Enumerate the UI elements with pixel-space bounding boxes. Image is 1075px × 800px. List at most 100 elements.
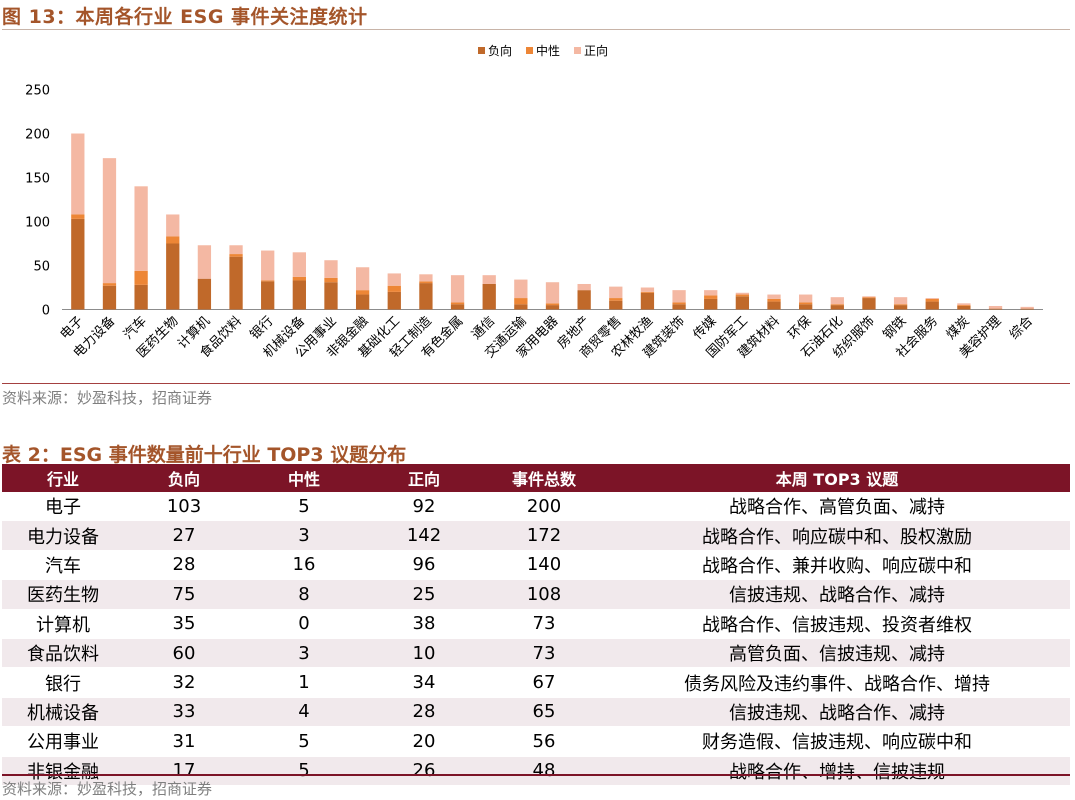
table-source: 资料来源：妙盈科技，招商证券	[2, 780, 213, 798]
bar-segment-positive	[957, 303, 971, 306]
bar-segment-positive	[545, 282, 560, 304]
cell-industry: 汽车	[45, 555, 81, 577]
cell-negative: 103	[166, 495, 202, 517]
y-tick-label: 100	[25, 216, 50, 231]
cell-negative: 32	[172, 672, 196, 694]
bar-segment-negative	[925, 301, 939, 310]
table-header: 行业 负向 中性 正向 事件总数 本周 TOP3 议题	[2, 464, 1070, 492]
bar-segment-positive	[514, 279, 528, 299]
bar-segment-positive	[261, 250, 275, 281]
bar-segment-positive	[577, 283, 591, 291]
top3-topics-table: 行业 负向 中性 正向 事件总数 本周 TOP3 议题 电子 103 5 92 200 战…	[2, 464, 1070, 786]
bar-segment-neutral	[735, 294, 750, 297]
cell-positive: 96	[412, 554, 436, 576]
bar-segment-negative	[893, 305, 908, 310]
cell-industry: 食品饮料	[27, 644, 99, 666]
cell-total: 73	[532, 613, 556, 635]
cell-industry: 银行	[45, 673, 81, 695]
cell-positive: 142	[406, 525, 442, 547]
bar-segment-positive	[482, 275, 496, 284]
bar-segment-negative	[324, 282, 338, 310]
cell-industry: 医药生物	[27, 585, 99, 607]
bar-segment-positive	[387, 273, 401, 286]
bar-segment-negative	[355, 294, 370, 310]
bar-segment-negative	[71, 218, 85, 310]
table-row: 计算机 35 0 38 73 战略合作、信披违规、投资者维权	[2, 610, 1070, 639]
bar-segment-positive	[672, 290, 686, 303]
cell-positive: 28	[412, 701, 436, 723]
bar-segment-negative	[197, 278, 212, 310]
cell-neutral: 8	[298, 583, 310, 605]
legend-swatch	[526, 47, 533, 54]
cell-total: 200	[526, 495, 562, 517]
table-bottom-rule	[2, 774, 1070, 776]
cell-industry: 计算机	[36, 614, 90, 636]
cell-negative: 60	[172, 642, 196, 664]
y-tick-label: 150	[25, 172, 50, 187]
bar-segment-neutral	[704, 295, 718, 299]
legend-swatch	[478, 47, 485, 54]
cell-industry: 公用事业	[27, 732, 99, 754]
cell-neutral: 4	[298, 701, 310, 723]
y-tick-label: 200	[25, 128, 50, 143]
bar-segment-neutral	[609, 298, 623, 301]
bar-segment-positive	[862, 296, 876, 298]
legend-swatch	[574, 47, 581, 54]
bar-segment-neutral	[893, 304, 908, 306]
table-row: 电子 103 5 92 200 战略合作、高管负面、减持	[2, 492, 1070, 522]
bar-segment-negative	[640, 292, 655, 310]
bar-segment-positive	[640, 287, 655, 292]
bar-segment-negative	[988, 308, 1003, 310]
bar-segment-negative	[735, 296, 750, 310]
header-topics: 本周 TOP3 议题	[775, 470, 899, 489]
y-tick-label: 250	[25, 84, 50, 99]
cell-neutral: 5	[298, 495, 310, 517]
bar-segment-negative	[387, 291, 401, 310]
bar-segment-positive	[419, 274, 433, 282]
bar-segment-neutral	[957, 305, 971, 306]
bar-segment-neutral	[925, 298, 939, 302]
cell-topics: 信披违规、战略合作、减持	[729, 585, 945, 607]
bar-segment-positive	[830, 297, 844, 305]
figure-source: 资料来源：妙盈科技，招商证券	[2, 389, 213, 407]
cell-neutral: 1	[298, 672, 310, 694]
bar-segment-neutral	[830, 304, 844, 306]
header-negative: 负向	[167, 470, 200, 489]
cell-positive: 26	[412, 760, 436, 782]
cell-total: 73	[532, 642, 556, 664]
bar-segment-negative	[419, 283, 433, 310]
bar-segment-positive	[767, 294, 781, 299]
bar-segment-positive	[925, 298, 939, 299]
cell-positive: 34	[412, 672, 436, 694]
bar-segment-neutral	[514, 298, 528, 305]
cell-neutral: 5	[298, 730, 310, 752]
cell-neutral: 16	[292, 554, 316, 576]
legend-label: 负向	[488, 43, 512, 58]
header-neutral: 中性	[287, 470, 320, 489]
cell-total: 172	[526, 525, 562, 547]
bar-segment-negative	[957, 305, 971, 310]
cell-topics: 战略合作、高管负面、减持	[729, 497, 945, 519]
bar-segment-neutral	[767, 298, 781, 302]
cell-topics: 战略合作、响应碳中和、股权激励	[702, 526, 972, 548]
cell-positive: 38	[412, 613, 436, 635]
cell-topics: 战略合作、信披违规、投资者维权	[702, 614, 972, 636]
bar-segment-negative	[799, 304, 813, 310]
table-row: 非银金融 17 5 26 48 战略合作、增持、信披违规	[2, 756, 1070, 786]
title-divider	[2, 29, 1070, 30]
cell-positive: 20	[412, 730, 436, 752]
cell-total: 67	[532, 672, 556, 694]
cell-negative: 28	[172, 554, 196, 576]
bar-segment-negative	[229, 256, 243, 310]
bar-segment-positive	[704, 290, 718, 296]
table-row: 公用事业 31 5 20 56 财务造假、信披违规、响应碳中和	[2, 727, 1070, 757]
figure-title: 图 13：本周各行业 ESG 事件关注度统计	[2, 6, 368, 28]
bar-segment-neutral	[862, 297, 876, 299]
bar-segment-negative	[545, 305, 560, 310]
table-title: 表 2：ESG 事件数量前十行业 TOP3 议题分布	[2, 444, 407, 466]
legend-label: 中性	[536, 43, 560, 58]
bar-segment-negative	[704, 298, 718, 310]
bar-segment-negative	[862, 298, 876, 310]
bar-segment-positive	[197, 245, 212, 279]
bar-segment-positive	[799, 294, 813, 303]
